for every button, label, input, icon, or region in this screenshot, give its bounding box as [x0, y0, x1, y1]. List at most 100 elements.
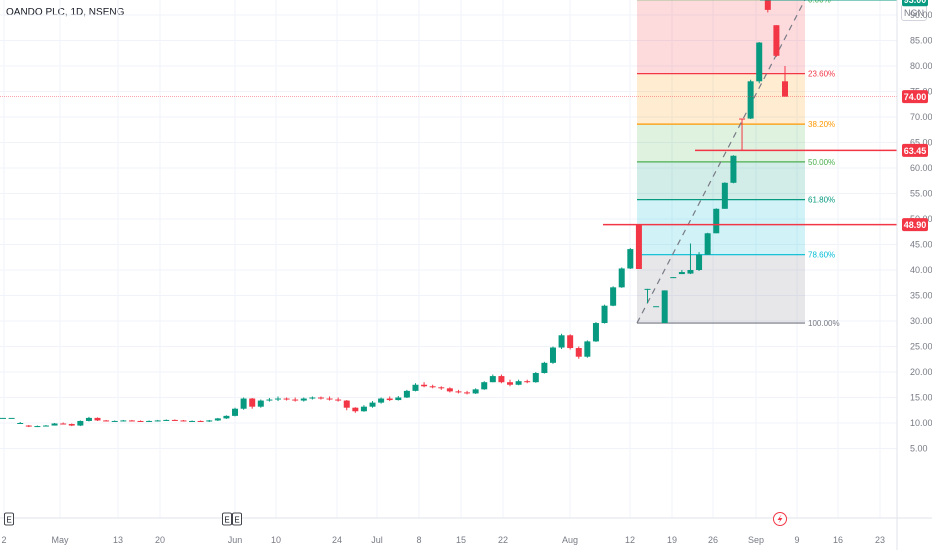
- candle-body: [635, 224, 642, 269]
- candle: [773, 25, 780, 57]
- candle: [85, 416, 92, 422]
- y-tick-label: 40.00: [910, 265, 932, 275]
- y-tick-label: 90.00: [910, 10, 932, 20]
- candle-body: [249, 398, 256, 407]
- candle: [610, 286, 617, 307]
- candle-body: [764, 0, 771, 10]
- candle: [721, 182, 728, 209]
- fib-zone: [637, 73, 805, 125]
- candle: [412, 383, 419, 392]
- candle: [94, 417, 101, 421]
- x-tick-label: 23: [875, 535, 885, 545]
- y-tick-label: 80.00: [910, 61, 932, 71]
- candle: [661, 290, 668, 324]
- candle-body: [618, 268, 625, 288]
- candle: [137, 420, 144, 422]
- fib-zone: [637, 0, 805, 74]
- candle-body: [730, 155, 737, 183]
- candle-body: [34, 426, 41, 428]
- candle: [575, 346, 582, 359]
- x-tick-label: Aug: [562, 535, 578, 545]
- candle-body: [721, 182, 728, 209]
- candle: [309, 396, 316, 400]
- candle-body: [171, 419, 178, 421]
- candle-body: [189, 420, 196, 422]
- event-marker-label: E: [6, 516, 11, 525]
- price-tag-label: 74.00: [904, 92, 927, 102]
- price-tag-label: 93.00: [904, 0, 927, 5]
- price-tag: [902, 218, 928, 232]
- candle-body: [549, 347, 556, 363]
- candle: [730, 155, 737, 184]
- fib-level-label: 50.00%: [808, 158, 835, 167]
- x-tick-label: Jun: [228, 535, 243, 545]
- candle-body: [567, 335, 574, 349]
- candle-body: [60, 423, 67, 425]
- y-tick-label: 55.00: [910, 189, 932, 199]
- candle: [532, 372, 539, 383]
- candle: [601, 304, 608, 324]
- y-tick-label: 85.00: [910, 36, 932, 46]
- candle: [0, 417, 6, 419]
- candle: [507, 379, 514, 387]
- price-tag-label: 63.45: [904, 146, 927, 156]
- candle-body: [317, 397, 324, 399]
- candle-body: [309, 397, 316, 399]
- y-tick-label: 60.00: [910, 163, 932, 173]
- price-tag: [902, 0, 928, 7]
- candle-body: [446, 388, 453, 392]
- candle: [369, 401, 376, 408]
- candle-body: [335, 399, 342, 401]
- candle: [326, 396, 333, 401]
- candle-body: [128, 420, 135, 422]
- candle: [42, 425, 49, 427]
- candle-body: [386, 398, 393, 401]
- candle-body: [352, 407, 359, 412]
- fib-level-label: 61.80%: [808, 196, 835, 205]
- candle-body: [197, 420, 204, 422]
- candle: [60, 422, 67, 425]
- candle-body: [257, 400, 264, 407]
- event-marker: [232, 512, 242, 526]
- fib-zone: [637, 161, 805, 200]
- candle-body: [696, 254, 703, 270]
- fib-level-label: 78.60%: [808, 251, 835, 260]
- candle: [541, 361, 548, 374]
- candle: [627, 248, 634, 269]
- candle-body: [455, 391, 462, 393]
- candle: [8, 417, 15, 419]
- candle-body: [421, 384, 428, 387]
- grid-lines: [0, 0, 897, 518]
- fib-level-label: 23.60%: [808, 70, 835, 79]
- candle-body: [464, 392, 471, 394]
- fib-trend-line: [636, 0, 806, 324]
- candle-body: [489, 376, 496, 383]
- candle: [498, 374, 505, 384]
- candle: [515, 379, 522, 386]
- x-tick-label: 26: [708, 535, 718, 545]
- candle: [128, 419, 135, 422]
- candle-body: [232, 408, 239, 416]
- candle-body: [670, 277, 677, 279]
- candle-body: [360, 406, 367, 412]
- candle-body: [704, 233, 711, 255]
- candle-body: [42, 425, 49, 427]
- candle: [154, 419, 161, 422]
- candle: [635, 224, 642, 269]
- candle-body: [627, 249, 634, 269]
- candle: [292, 397, 299, 402]
- time-axis: 2 May 13 20 Jun 10 24 Jul 8 15 22 Aug 12 19 26 Sep 9 16 23: [0, 517, 932, 545]
- candle: [146, 420, 153, 422]
- candle: [232, 407, 239, 417]
- candle: [283, 397, 290, 401]
- candle: [257, 399, 264, 408]
- fib-level-label: 38.20%: [808, 120, 835, 129]
- candle-body: [111, 420, 118, 422]
- x-tick-label: Jul: [371, 535, 383, 545]
- candle: [180, 419, 187, 422]
- candle-body: [214, 418, 221, 421]
- candle: [335, 397, 342, 402]
- candle: [549, 346, 556, 364]
- lightning-icon-bolt: [777, 514, 783, 524]
